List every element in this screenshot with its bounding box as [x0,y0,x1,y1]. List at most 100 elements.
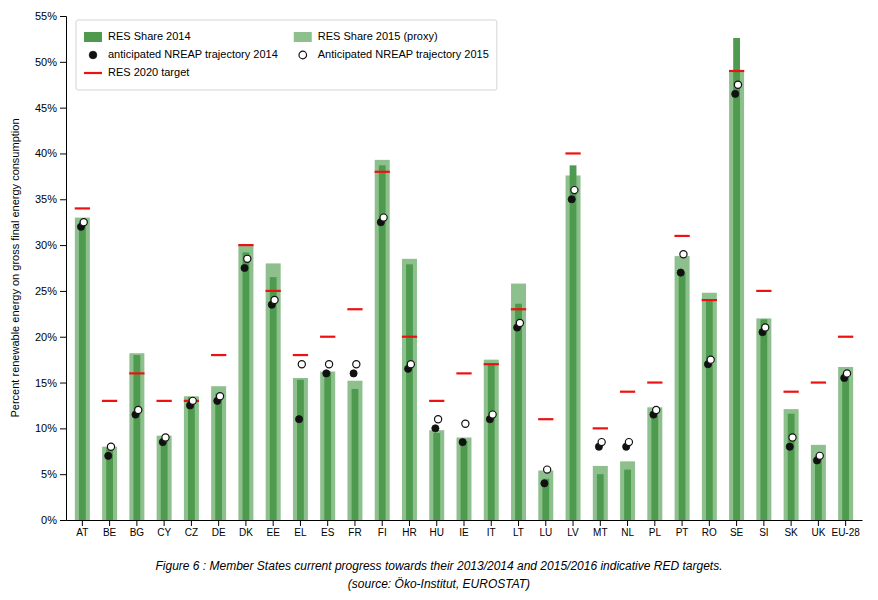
x-tick-label: CZ [185,527,198,538]
bar [702,293,717,520]
dot [271,296,278,303]
target-line [593,427,608,429]
y-tick: 40% [35,147,66,159]
dot [762,324,769,331]
bar [784,409,799,520]
bar [129,353,144,520]
legend-label: RES Share 2015 (proxy) [318,30,438,42]
y-tick-mark [60,108,66,109]
y-tick-mark [60,474,66,475]
x-tick: AT [76,520,88,538]
bar [133,355,140,520]
x-tick-mark [273,520,274,526]
dot [244,255,251,262]
x-tick: ES [321,520,335,538]
legend-item: RES Share 2015 (proxy) [294,30,438,42]
x-tick-label: LT [513,527,524,538]
y-tick-label: 50% [35,56,57,68]
x-tick-mark [464,520,465,526]
y-axis-line [60,17,67,521]
bar [352,389,359,520]
dot [789,434,796,441]
target-line [783,391,798,393]
x-tick-label: FR [348,527,361,538]
x-tick-mark [191,520,192,526]
x-tick-label: HU [430,527,444,538]
x-tick: EL [294,520,307,538]
target-line [102,400,117,402]
y-tick: 35% [35,193,66,205]
x-tick: LU [539,520,552,538]
bar [75,218,90,520]
bar [184,396,199,520]
bar [402,259,417,520]
bar [347,381,362,520]
target-line [838,336,853,338]
dot [135,406,142,413]
target-line [620,391,635,393]
caption: Figure 6 : Member States current progres… [156,559,723,573]
y-tick-label: 15% [35,377,57,389]
target-line [674,235,689,237]
dot [350,370,357,377]
dot [407,361,414,368]
x-tick: EE [267,520,281,538]
x-tick: FI [378,520,387,538]
target-line [538,418,553,420]
x-tick-label: UK [811,527,825,538]
target-line [756,290,771,292]
bar [815,456,822,520]
x-tick-mark [327,520,328,526]
x-tick-label: IT [487,527,496,538]
bar [406,264,413,520]
target-line [157,400,172,402]
y-tick-label: 55% [35,10,57,22]
dot [677,269,684,276]
legend-label: Anticipated NREAP trajectory 2015 [318,48,489,60]
y-tick: 20% [35,331,66,343]
y-tick: 15% [35,377,66,389]
dot-series [80,81,850,473]
dot [295,416,302,423]
x-tick-mark [245,520,246,526]
x-tick: SI [759,520,768,538]
bar [624,470,631,520]
legend-item: anticipated NREAP trajectory 2014 [89,48,278,60]
x-tick-label: MT [593,527,607,538]
y-tick-label: 40% [35,147,57,159]
x-tick-label: FI [378,527,387,538]
target-line [266,290,281,292]
bar [811,445,826,520]
dot [734,81,741,88]
x-tick: LT [513,520,524,538]
x-tick-mark [136,520,137,526]
legend-swatch [84,32,102,42]
dot [80,219,87,226]
bar [215,394,222,520]
x-tick: SE [730,520,744,538]
x-tick-label: PT [676,527,689,538]
dot [298,361,305,368]
target-line [811,381,826,383]
target-line [456,372,471,374]
x-tick: SK [784,520,798,538]
x-tick: NL [621,520,634,538]
legend-label: RES Share 2014 [108,30,191,42]
y-tick-mark [60,153,66,154]
y-tick: 55% [35,10,66,22]
y-tick-mark [60,337,66,338]
bar [320,372,335,520]
dot [816,452,823,459]
x-tick-label: EE [267,527,281,538]
y-tick: 5% [41,468,66,480]
x-tick-mark [382,520,383,526]
bar [675,256,690,520]
x-tick: MT [593,520,607,538]
x-tick: DE [212,520,226,538]
dot [653,406,660,413]
y-tick-label: 35% [35,193,57,205]
target-series [75,71,854,428]
bar [706,300,713,520]
dot [323,370,330,377]
target-line [511,308,526,310]
